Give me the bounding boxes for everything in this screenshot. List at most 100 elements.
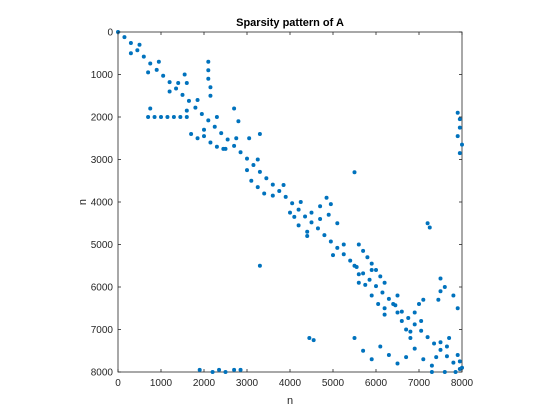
x-tick-label: 5000: [322, 378, 345, 389]
data-point: [396, 311, 400, 315]
data-point: [198, 368, 202, 372]
data-point: [148, 61, 152, 65]
data-point: [181, 93, 185, 97]
data-point: [327, 213, 331, 217]
data-point: [428, 226, 432, 230]
data-point: [288, 211, 292, 215]
data-point: [178, 115, 182, 119]
data-point: [387, 353, 391, 357]
data-point: [413, 347, 417, 351]
data-point: [368, 278, 372, 282]
y-tick-label: 4000: [91, 198, 114, 209]
data-point: [206, 60, 210, 64]
data-point: [239, 150, 243, 154]
data-point: [193, 106, 197, 110]
data-point: [335, 246, 339, 250]
data-point: [342, 252, 346, 256]
x-axis-label: n: [287, 395, 293, 407]
data-point: [239, 368, 243, 372]
data-point: [387, 297, 391, 301]
y-tick-label: 7000: [91, 325, 114, 336]
data-point: [129, 51, 133, 55]
data-point: [451, 294, 455, 298]
data-point: [142, 55, 146, 59]
data-point: [187, 99, 191, 103]
data-point: [406, 316, 410, 320]
data-point: [292, 215, 296, 219]
data-point: [282, 183, 286, 187]
y-tick-label: 8000: [91, 368, 114, 379]
data-point: [168, 80, 172, 84]
data-point: [297, 223, 301, 227]
data-point: [456, 306, 460, 310]
data-point: [307, 336, 311, 340]
data-point: [168, 90, 172, 94]
data-point: [443, 285, 447, 289]
data-point: [331, 253, 335, 257]
data-point: [236, 119, 240, 123]
data-point: [153, 115, 157, 119]
y-tick-label: 2000: [91, 113, 114, 124]
data-point: [232, 107, 236, 111]
data-point: [426, 221, 430, 225]
data-point: [363, 283, 367, 287]
data-point: [310, 211, 314, 215]
data-point: [161, 74, 165, 78]
data-point: [391, 302, 395, 306]
data-point: [122, 35, 126, 39]
data-point: [258, 264, 262, 268]
data-point: [357, 281, 361, 285]
data-point: [312, 338, 316, 342]
data-point: [196, 136, 200, 140]
x-tick-label: 1000: [150, 378, 173, 389]
data-point: [277, 189, 281, 193]
data-point: [400, 310, 404, 314]
data-point: [247, 136, 251, 140]
data-point: [329, 202, 333, 206]
data-point: [434, 355, 438, 359]
data-point: [245, 157, 249, 161]
data-point: [439, 348, 443, 352]
data-point: [376, 302, 380, 306]
data-point: [445, 345, 449, 349]
x-tick-label: 7000: [408, 378, 431, 389]
data-point: [232, 144, 236, 148]
data-point: [335, 221, 339, 225]
data-point: [138, 43, 142, 47]
data-point: [445, 354, 449, 358]
data-point: [426, 335, 430, 339]
data-point: [383, 313, 387, 317]
data-point: [361, 271, 365, 275]
data-point: [404, 328, 408, 332]
data-point: [432, 342, 436, 346]
data-point: [318, 204, 322, 208]
data-point: [370, 357, 374, 361]
data-point: [460, 143, 464, 147]
data-point: [206, 68, 210, 72]
data-point: [451, 361, 455, 365]
data-point: [305, 230, 309, 234]
data-point: [348, 259, 352, 263]
data-point: [430, 364, 434, 368]
data-point: [159, 115, 163, 119]
data-point: [224, 370, 228, 374]
data-point: [316, 226, 320, 230]
data-point: [215, 145, 219, 149]
data-point: [251, 163, 255, 167]
data-point: [380, 291, 384, 295]
data-point: [217, 368, 221, 372]
x-tick-label: 4000: [279, 378, 302, 389]
data-point: [129, 41, 133, 45]
data-point: [176, 81, 180, 85]
data-point: [342, 243, 346, 247]
data-point: [353, 336, 357, 340]
data-point: [174, 87, 178, 91]
chart-title: Sparsity pattern of A: [236, 17, 344, 29]
data-point: [447, 336, 451, 340]
data-point: [383, 306, 387, 310]
data-point: [258, 170, 262, 174]
data-point: [458, 359, 462, 363]
data-point: [396, 294, 400, 298]
data-point: [322, 233, 326, 237]
